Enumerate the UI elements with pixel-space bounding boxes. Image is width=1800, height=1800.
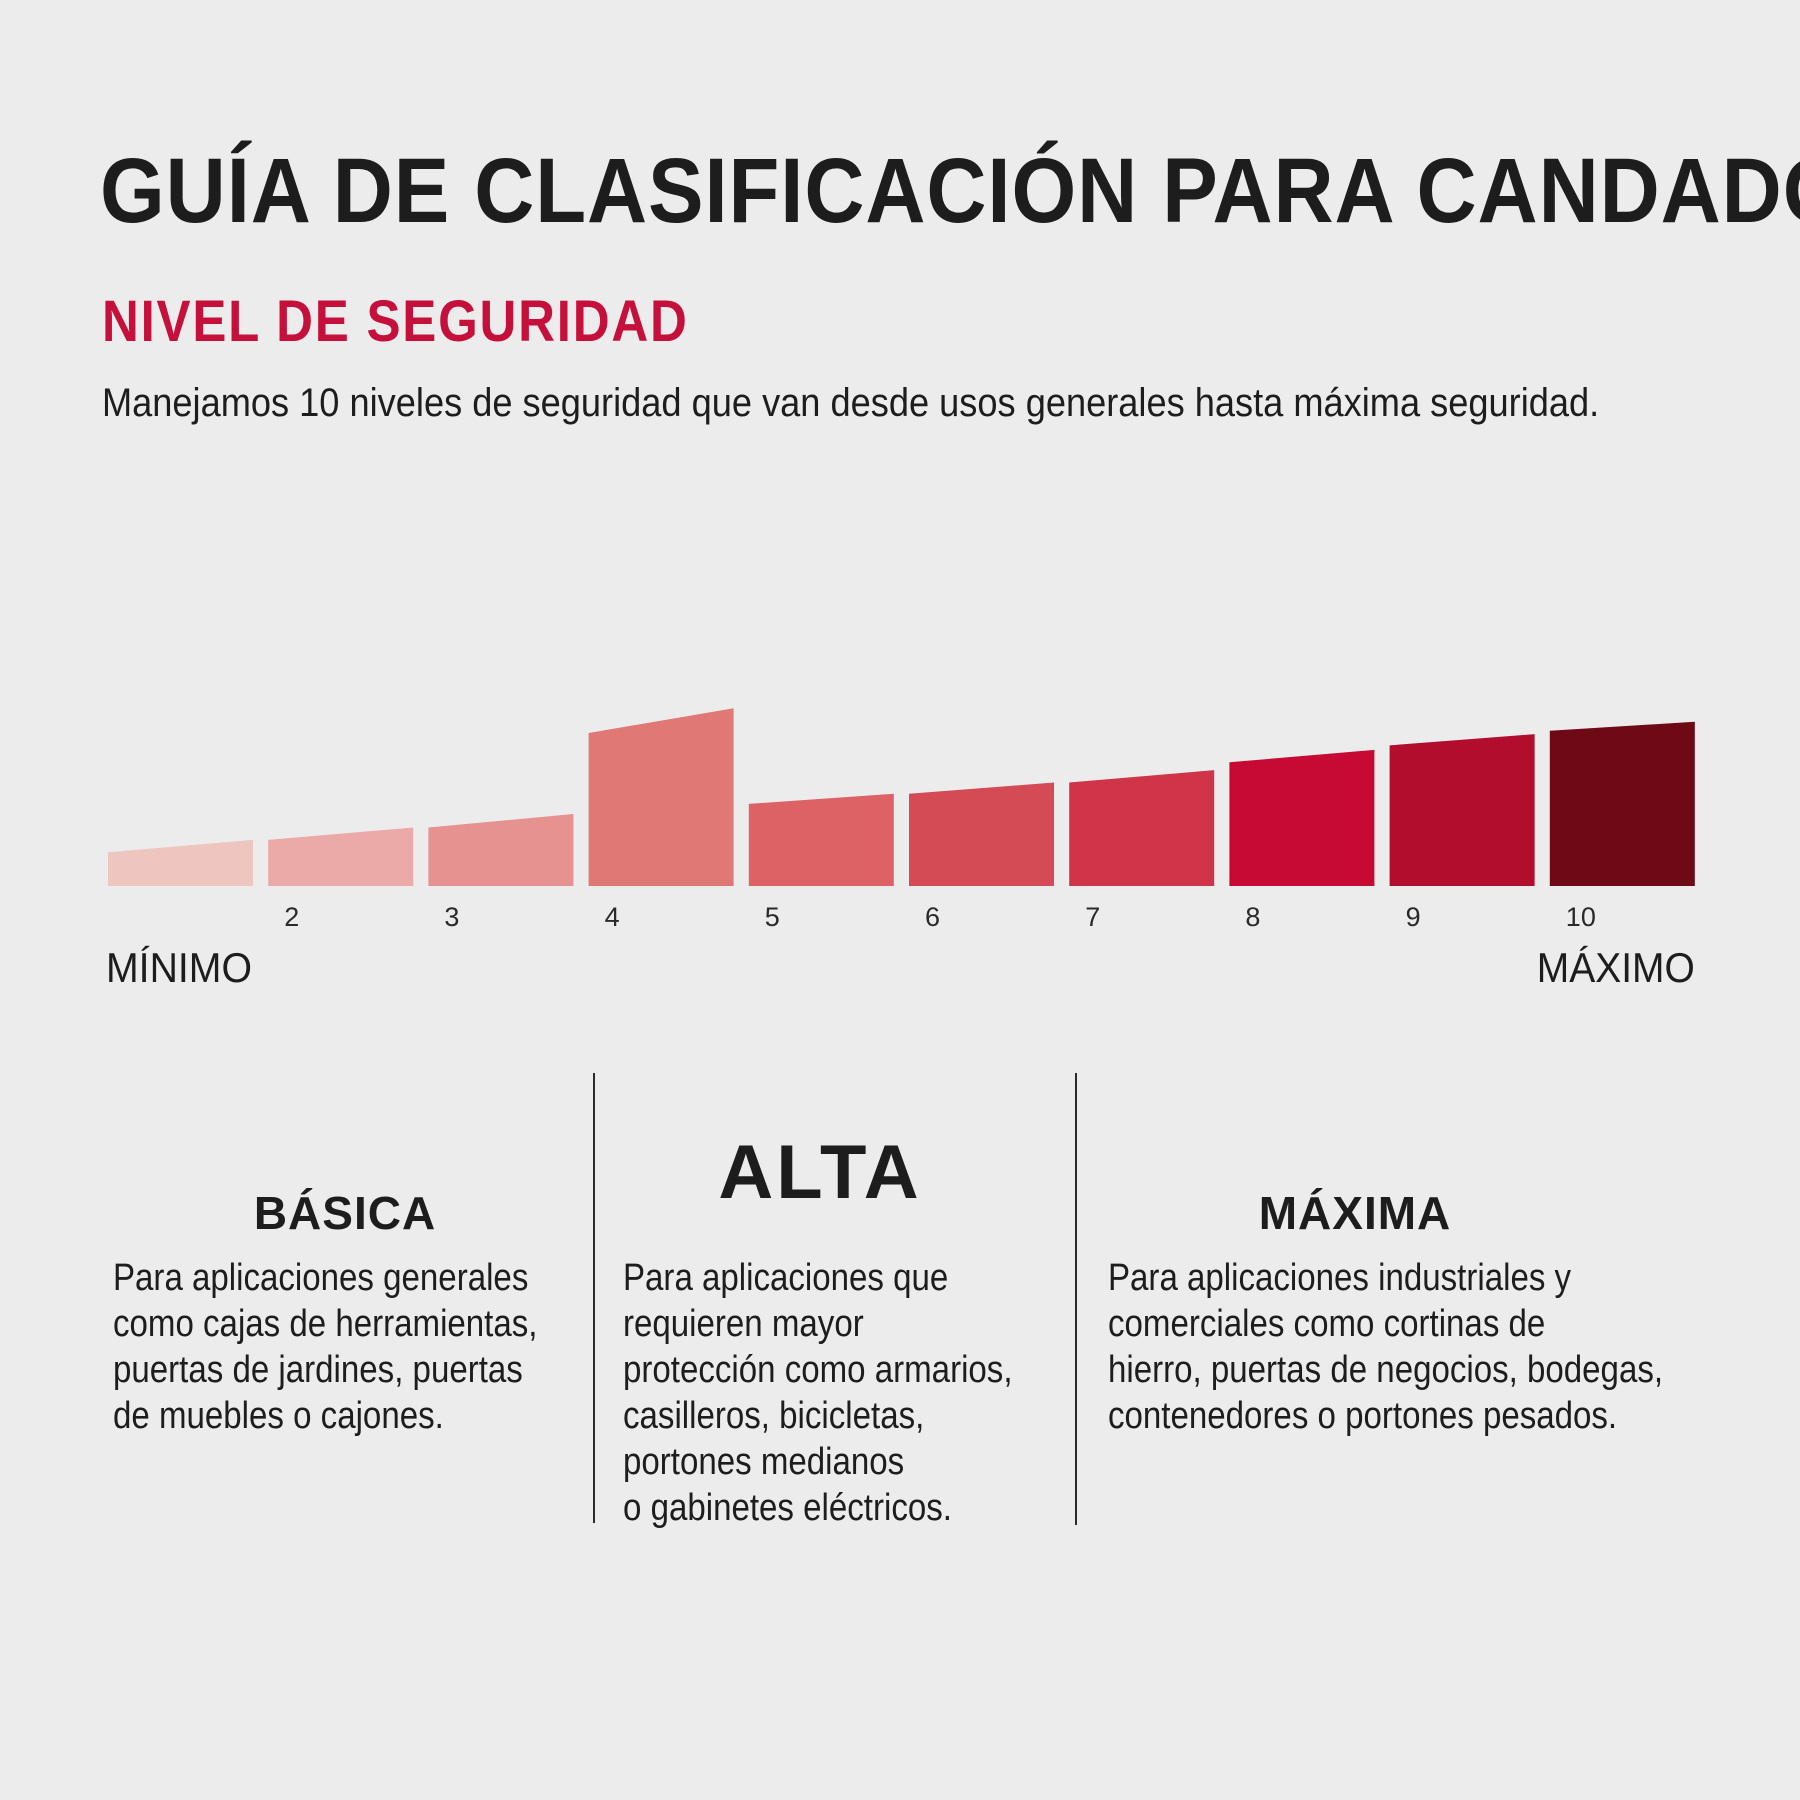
description-line: Para aplicaciones que [623,1257,949,1299]
category-description-maxima: Para aplicaciones industriales y comerci… [1108,1255,1748,1439]
column-divider [1075,1073,1077,1525]
page-title: GUÍA DE CLASIFICACIÓN PARA CANDADOS [100,140,1800,242]
description-line: portones medianos [623,1441,905,1483]
tick-label-8: 8 [1245,902,1260,932]
category-title-alta: ALTA [718,1130,922,1215]
bar-level-6 [909,782,1054,886]
security-level-chart: 2 3 4 5 6 7 8 9 10 MÍNIMO MÁXIMO [106,708,1695,991]
bar-level-5 [748,793,894,886]
bar-level-4 [588,708,734,886]
description-line: comerciales como cortinas de [1108,1303,1546,1345]
tick-label-3: 3 [444,902,459,932]
min-label: MÍNIMO [106,944,252,991]
description-line: o gabinetes eléctricos. [623,1487,952,1529]
category-description-basica: Para aplicaciones generales como cajas d… [113,1255,583,1439]
bar-level-1 [108,839,253,886]
bar-level-10 [1549,721,1695,886]
description-line: requieren mayor [623,1303,864,1345]
tick-label-5: 5 [765,902,780,932]
description-line: protección como armarios, [623,1349,1013,1391]
description-line: contenedores o portones pesados. [1108,1395,1618,1437]
tick-label-4: 4 [605,902,620,932]
section-subtitle: NIVEL DE SEGURIDAD [102,289,689,354]
description-line: de muebles o cajones. [113,1395,444,1437]
bar-level-9 [1389,734,1535,886]
description-line: casilleros, bicicletas, [623,1395,925,1437]
max-label: MÁXIMO [1537,944,1695,991]
tick-label-10: 10 [1566,902,1596,932]
description-line: Para aplicaciones generales [113,1257,529,1299]
tick-label-9: 9 [1406,902,1421,932]
tick-label-7: 7 [1085,902,1100,932]
description-line: como cajas de herramientas, [113,1303,538,1345]
bar-level-2 [268,827,414,886]
bar-level-8 [1229,749,1375,886]
tick-label-6: 6 [925,902,940,932]
description-line: Para aplicaciones industriales y [1108,1257,1572,1299]
tick-label-2: 2 [284,902,299,932]
bar-level-3 [428,814,574,886]
category-description-alta: Para aplicaciones que requieren mayor pr… [623,1255,1063,1531]
description-line: hierro, puertas de negocios, bodegas, [1108,1349,1664,1391]
category-title-basica: BÁSICA [253,1187,437,1239]
description-line: puertas de jardines, puertas [113,1349,523,1391]
bar-level-7 [1069,770,1215,886]
intro-text: Manejamos 10 niveles de seguridad que va… [102,381,1600,425]
category-title-maxima: MÁXIMA [1258,1187,1452,1239]
column-divider [593,1073,595,1523]
